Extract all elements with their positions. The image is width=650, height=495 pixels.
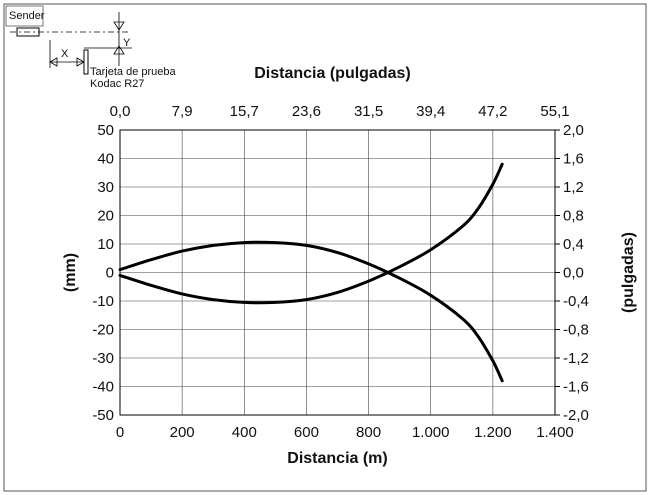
y2-tick-label: 0,4 [563, 236, 584, 253]
y-arrow-top-icon [113, 21, 125, 31]
y2-tick-label: 1,2 [563, 179, 584, 196]
y-tick-label: 30 [97, 179, 114, 196]
y2-axis-title: (pulgadas) [620, 232, 637, 313]
y2-tick-label: -0,4 [563, 293, 589, 310]
y-tick-label: -50 [92, 407, 114, 424]
x-tick-label: 400 [232, 424, 257, 441]
x-tick-label: 800 [356, 424, 381, 441]
y2-tick-label: -1,6 [563, 379, 589, 396]
y-tick-label: 10 [97, 236, 114, 253]
y-axis-title: (mm) [62, 253, 79, 292]
y2-tick-label: 0,8 [563, 208, 584, 225]
series-line-2 [118, 162, 504, 305]
x-distance-label: X [61, 48, 69, 60]
series-layer [118, 162, 504, 383]
x2-tick-label: 0,0 [110, 103, 131, 120]
x-arrow-right-icon [76, 57, 85, 67]
test-card-label-line2: Kodac R27 [90, 78, 144, 90]
y-tick-label: 20 [97, 208, 114, 225]
figure-border [3, 3, 647, 492]
sender-label: Sender [9, 10, 45, 22]
y2-tick-label: 1,6 [563, 151, 584, 168]
x2-axis-title: Distancia (pulgadas) [254, 65, 410, 82]
x-axis-title: Distancia (m) [287, 450, 387, 467]
y2-tick-label: 0,0 [563, 265, 584, 282]
y-tick-label: 40 [97, 151, 114, 168]
x2-tick-label: 31,5 [354, 103, 383, 120]
y-tick-label: 50 [97, 122, 114, 139]
x-tick-label: 1.400 [536, 424, 574, 441]
grid-lines [120, 130, 555, 415]
x-tick-label: 200 [170, 424, 195, 441]
x2-tick-label: 47,2 [478, 103, 507, 120]
sender-label-box [5, 5, 44, 27]
x2-tick-label: 39,4 [416, 103, 445, 120]
x2-tick-label: 55,1 [540, 103, 569, 120]
y-tick-label: -40 [92, 379, 114, 396]
x2-tick-label: 23,6 [292, 103, 321, 120]
x-tick-label: 0 [116, 424, 124, 441]
test-card-icon [83, 49, 89, 75]
y-tick-label: -20 [92, 322, 114, 339]
y2-tick-label: -1,2 [563, 350, 589, 367]
y2-tick-label: -0,8 [563, 322, 589, 339]
x-tick-label: 1.200 [474, 424, 512, 441]
x-tick-label: 1.000 [412, 424, 450, 441]
x-tick-label: 600 [294, 424, 319, 441]
y-offset-label: Y [123, 37, 131, 49]
series-line-1 [118, 240, 504, 383]
test-card-label-line1: Tarjeta de prueba [90, 66, 176, 78]
y2-tick-label: 2,0 [563, 122, 584, 139]
setup-diagram: Sender Y X Tarjeta de prueba Kodac R27 [5, 5, 176, 90]
x2-tick-label: 15,7 [230, 103, 259, 120]
y2-tick-label: -2,0 [563, 407, 589, 424]
y-tick-label: -10 [92, 293, 114, 310]
x2-tick-label: 7,9 [172, 103, 193, 120]
y-arrow-bottom-icon [113, 45, 125, 55]
x-arrow-left-icon [49, 57, 58, 67]
y-tick-label: -30 [92, 350, 114, 367]
y-tick-label: 0 [106, 265, 114, 282]
